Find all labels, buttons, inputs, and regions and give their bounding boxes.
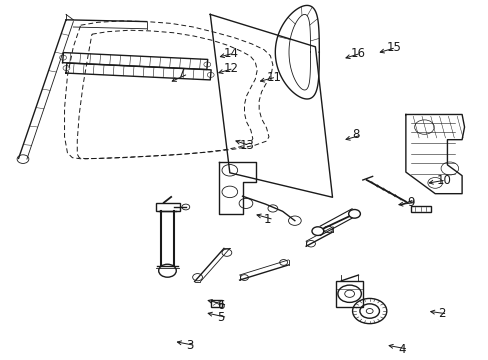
Text: 12: 12 [224, 62, 239, 75]
Circle shape [348, 210, 360, 218]
Text: 15: 15 [386, 41, 400, 54]
Text: 16: 16 [350, 47, 366, 60]
Text: 8: 8 [351, 129, 359, 141]
Bar [410, 206, 430, 212]
Circle shape [311, 227, 323, 235]
Text: 13: 13 [239, 139, 254, 152]
Bar [211, 300, 222, 307]
Text: 14: 14 [224, 47, 239, 60]
Text: 11: 11 [266, 71, 281, 84]
Text: 4: 4 [398, 343, 405, 356]
Bar [155, 203, 180, 211]
Text: 6: 6 [217, 299, 224, 312]
Text: 9: 9 [406, 196, 413, 209]
Text: 1: 1 [264, 213, 271, 226]
Text: 7: 7 [178, 67, 185, 80]
Text: 10: 10 [435, 174, 450, 186]
Bar [336, 281, 363, 307]
Text: 2: 2 [437, 307, 444, 320]
Text: 3: 3 [185, 339, 193, 352]
Text: 5: 5 [217, 311, 224, 324]
